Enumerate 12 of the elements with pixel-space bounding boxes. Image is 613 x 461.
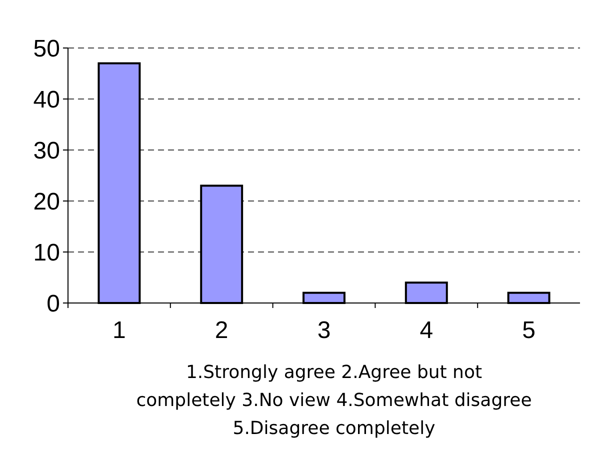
x-tick-label: 1 <box>112 317 126 344</box>
x-tick-label: 2 <box>214 317 228 344</box>
y-tick-label: 30 <box>33 137 60 164</box>
y-tick-label: 50 <box>33 35 60 62</box>
y-tick-label: 0 <box>46 290 60 318</box>
y-tick-label: 10 <box>33 239 60 266</box>
x-tick-label: 5 <box>522 317 536 344</box>
x-tick-label: 4 <box>420 317 434 344</box>
y-tick-label: 20 <box>33 188 60 216</box>
x-axis-title: 1.Strongly agree 2.Agree but not completely 3.No view 4.Somewhat disagree 5.Disagree completely <box>136 362 532 439</box>
x-tick-label: 3 <box>317 317 331 344</box>
y-tick-label: 40 <box>33 86 60 114</box>
